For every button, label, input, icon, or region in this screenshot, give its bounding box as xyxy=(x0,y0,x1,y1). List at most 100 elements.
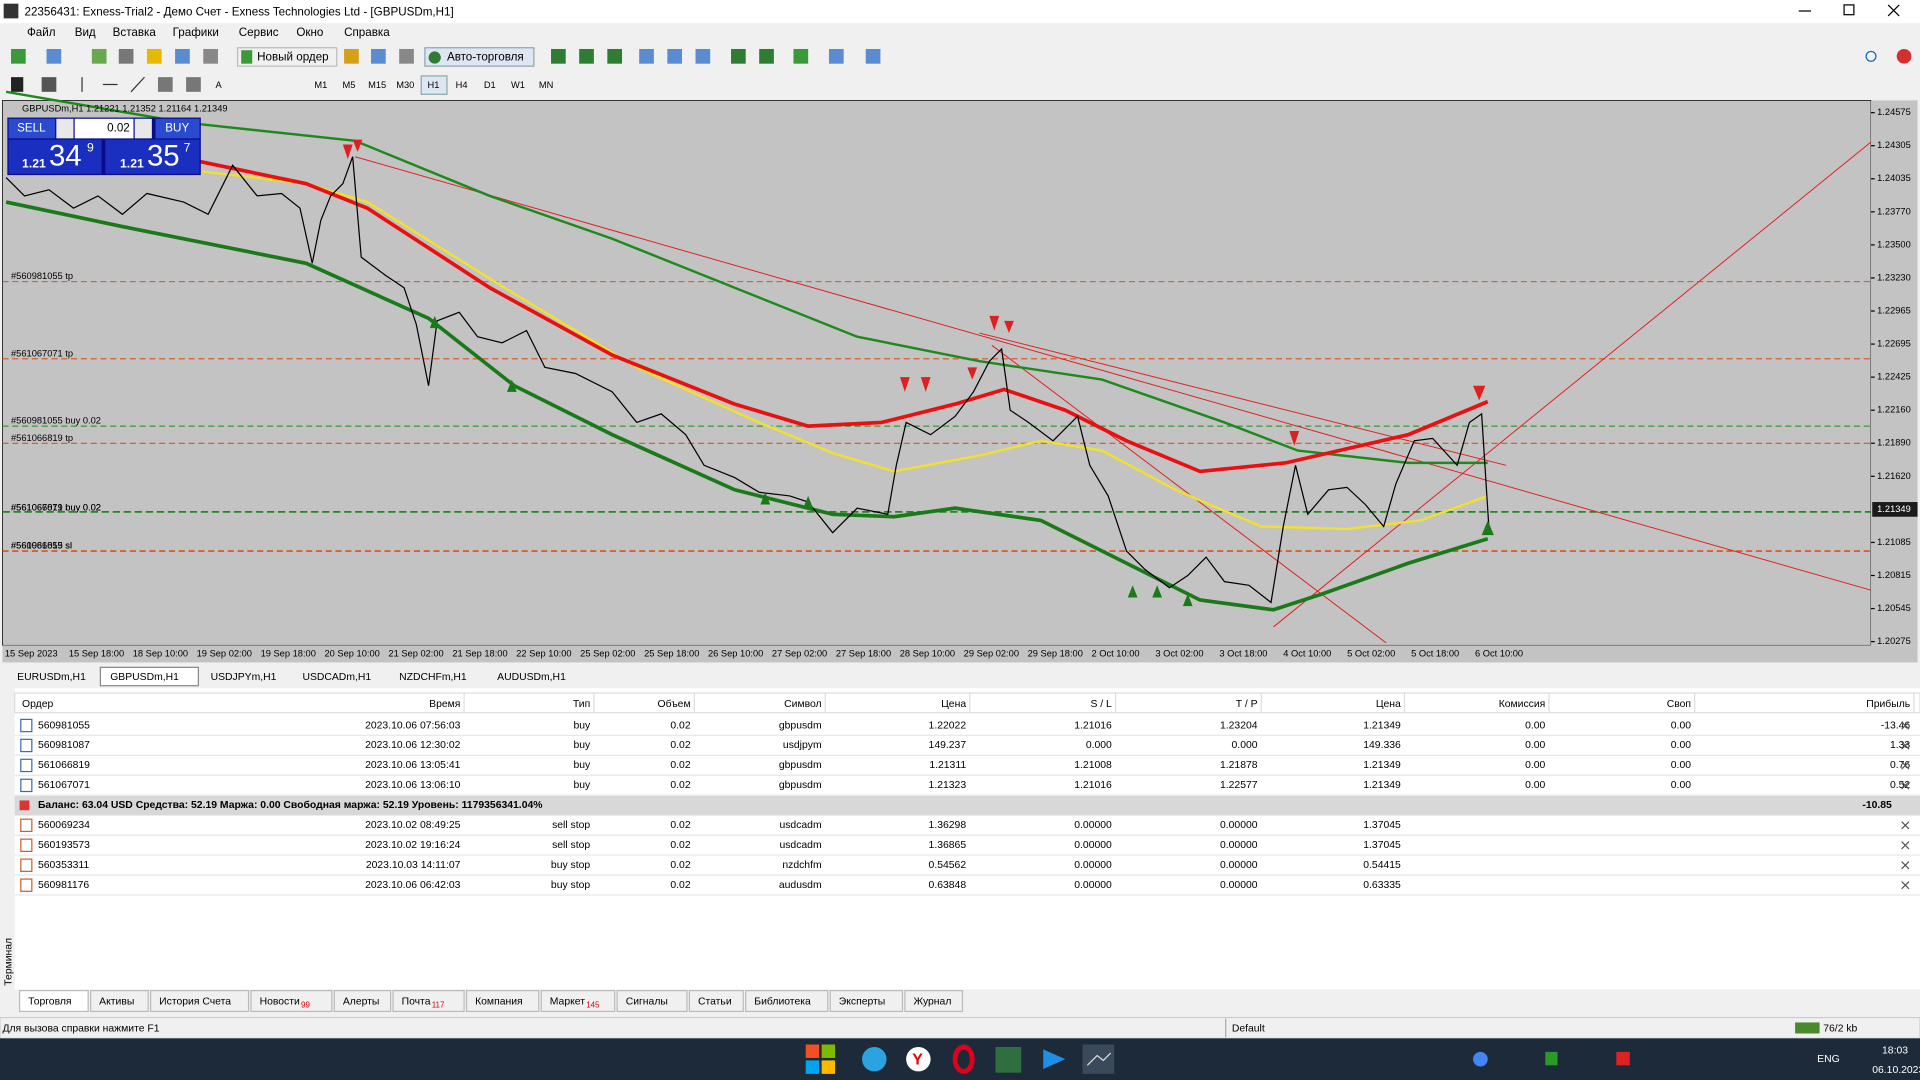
window-controls[interactable] xyxy=(1798,4,1900,17)
close-icon[interactable] xyxy=(1901,881,1910,890)
terminal-tab[interactable] xyxy=(90,990,149,1013)
tray-date[interactable]: 06.10.2023 xyxy=(1872,1065,1920,1076)
chart-tab-label[interactable]: USDCADm,H1 xyxy=(302,672,371,683)
autotrading-label[interactable]: Авто-торговля xyxy=(447,51,524,64)
terminal-tab-label[interactable]: Торговля xyxy=(28,996,71,1007)
terminal-tab-label[interactable]: Эксперты xyxy=(839,996,886,1007)
terminal-tab-label[interactable]: Почта xyxy=(402,996,431,1007)
new-order-label[interactable]: Новый ордер xyxy=(257,51,329,64)
terminal-tab-label[interactable]: Новости xyxy=(260,996,300,1007)
buy-button[interactable] xyxy=(155,118,200,139)
timeframe[interactable]: M30 xyxy=(396,80,414,90)
buy-label[interactable]: BUY xyxy=(165,122,189,135)
terminal-tab[interactable] xyxy=(616,990,688,1013)
column-header[interactable]: Прибыль xyxy=(1866,698,1910,710)
tab-badge: 99 xyxy=(301,1000,310,1009)
terminal-tab[interactable] xyxy=(150,990,250,1013)
chart-tab[interactable] xyxy=(292,667,387,686)
terminal-tab-label[interactable]: История Счета xyxy=(159,996,231,1007)
timeframe[interactable]: M1 xyxy=(314,80,327,90)
menu-item[interactable]: Сервис xyxy=(239,26,279,39)
current-price: 1.21349 xyxy=(1877,504,1911,514)
terminal-tab[interactable] xyxy=(745,990,829,1013)
table-cell: 0.00000 xyxy=(1074,820,1112,831)
bid-box[interactable] xyxy=(8,139,102,174)
chart-tab-label[interactable]: GBPUSDm,H1 xyxy=(110,672,179,683)
new-order-button[interactable] xyxy=(236,47,338,67)
terminal-tab-label[interactable]: Алерты xyxy=(343,996,380,1007)
text-tool[interactable]: A xyxy=(216,80,223,90)
close-icon[interactable] xyxy=(1901,761,1910,770)
lot-spinner[interactable] xyxy=(134,118,152,139)
terminal-tab-label[interactable]: Маркет xyxy=(550,996,585,1007)
chart-tab-label[interactable]: NZDCHFm,H1 xyxy=(399,672,467,683)
close-icon[interactable] xyxy=(1901,741,1910,750)
chart-tab[interactable] xyxy=(99,666,199,687)
tray-time[interactable]: 18:03 xyxy=(1882,1045,1908,1056)
column-header[interactable]: Своп xyxy=(1667,699,1691,710)
chart-tab-label[interactable]: AUDUSDm,H1 xyxy=(497,672,566,683)
terminal-tab-label[interactable]: Сигналы xyxy=(626,996,668,1007)
chart-tab[interactable] xyxy=(487,667,583,686)
terminal-tab[interactable] xyxy=(333,990,392,1013)
menu-item[interactable]: Окно xyxy=(296,26,323,39)
timeframe[interactable]: M5 xyxy=(343,80,356,90)
menu-item[interactable]: Вид xyxy=(75,26,96,39)
column-header[interactable]: Тип xyxy=(573,699,590,710)
terminal-tab[interactable] xyxy=(688,990,744,1013)
menu-item[interactable]: Графики xyxy=(173,26,219,39)
menu-item[interactable]: Вставка xyxy=(113,26,157,39)
terminal-tab[interactable] xyxy=(250,990,333,1013)
taskbar-icons[interactable]: Y xyxy=(805,1044,1630,1074)
column-header[interactable]: T / P xyxy=(1236,699,1258,710)
terminal-tab[interactable] xyxy=(18,990,89,1013)
timeframe[interactable]: H1 xyxy=(428,80,440,90)
sell-button[interactable] xyxy=(8,118,56,139)
column-header[interactable]: Цена xyxy=(1376,699,1401,710)
column-header[interactable]: Объем xyxy=(658,698,691,710)
column-header[interactable]: Символ xyxy=(784,699,821,710)
sell-label[interactable]: SELL xyxy=(17,122,46,135)
new-order-icon xyxy=(241,50,253,64)
terminal-tab[interactable] xyxy=(904,990,964,1013)
lot-dropdown[interactable] xyxy=(56,118,74,139)
chart-tab[interactable] xyxy=(389,667,485,686)
chart-tab[interactable] xyxy=(7,667,98,686)
terminal-tab-label[interactable]: Библиотека xyxy=(754,995,811,1007)
column-header[interactable]: Время xyxy=(429,699,460,710)
menu-item[interactable]: Файл xyxy=(27,26,56,39)
timeframe[interactable]: D1 xyxy=(484,80,496,90)
tray-lang[interactable]: ENG xyxy=(1817,1054,1840,1065)
close-icon[interactable] xyxy=(1901,861,1910,870)
terminal-tab-label[interactable]: Компания xyxy=(475,996,523,1007)
close-icon[interactable] xyxy=(1901,841,1910,850)
column-header[interactable]: Цена xyxy=(941,699,966,710)
terminal-tab-label[interactable]: Статьи xyxy=(698,996,732,1007)
timeframe[interactable]: W1 xyxy=(511,80,525,90)
terminal-tab[interactable] xyxy=(829,990,904,1013)
chart-tab-label[interactable]: USDJPYm,H1 xyxy=(211,672,277,683)
lot-value[interactable]: 0.02 xyxy=(107,122,130,135)
lot-field[interactable] xyxy=(74,118,134,139)
column-header[interactable]: Ордер xyxy=(22,699,53,710)
terminal-tab-label[interactable]: Активы xyxy=(99,996,134,1007)
terminal-tab[interactable] xyxy=(392,990,465,1013)
close-icon[interactable] xyxy=(1901,721,1910,730)
autotrading-button[interactable] xyxy=(424,47,535,67)
timeframe[interactable]: M15 xyxy=(368,80,386,90)
timeframe[interactable]: MN xyxy=(539,80,553,90)
chart-tab[interactable] xyxy=(200,667,291,686)
column-header[interactable]: Комиссия xyxy=(1499,699,1546,710)
terminal-tab[interactable] xyxy=(540,990,616,1013)
close-icon[interactable] xyxy=(1901,781,1910,790)
ask-box[interactable] xyxy=(105,139,200,174)
terminal-tab[interactable] xyxy=(465,990,540,1013)
terminal-tab-label[interactable]: Журнал xyxy=(913,996,951,1007)
level-label: #560981055 sl xyxy=(11,541,72,551)
order-icon xyxy=(20,818,33,833)
column-header[interactable]: S / L xyxy=(1090,699,1112,710)
timeframe[interactable]: H4 xyxy=(456,80,468,90)
close-icon[interactable] xyxy=(1901,821,1910,830)
chart-tab-label[interactable]: EURUSDm,H1 xyxy=(17,672,86,683)
menu-item[interactable]: Справка xyxy=(344,26,390,39)
